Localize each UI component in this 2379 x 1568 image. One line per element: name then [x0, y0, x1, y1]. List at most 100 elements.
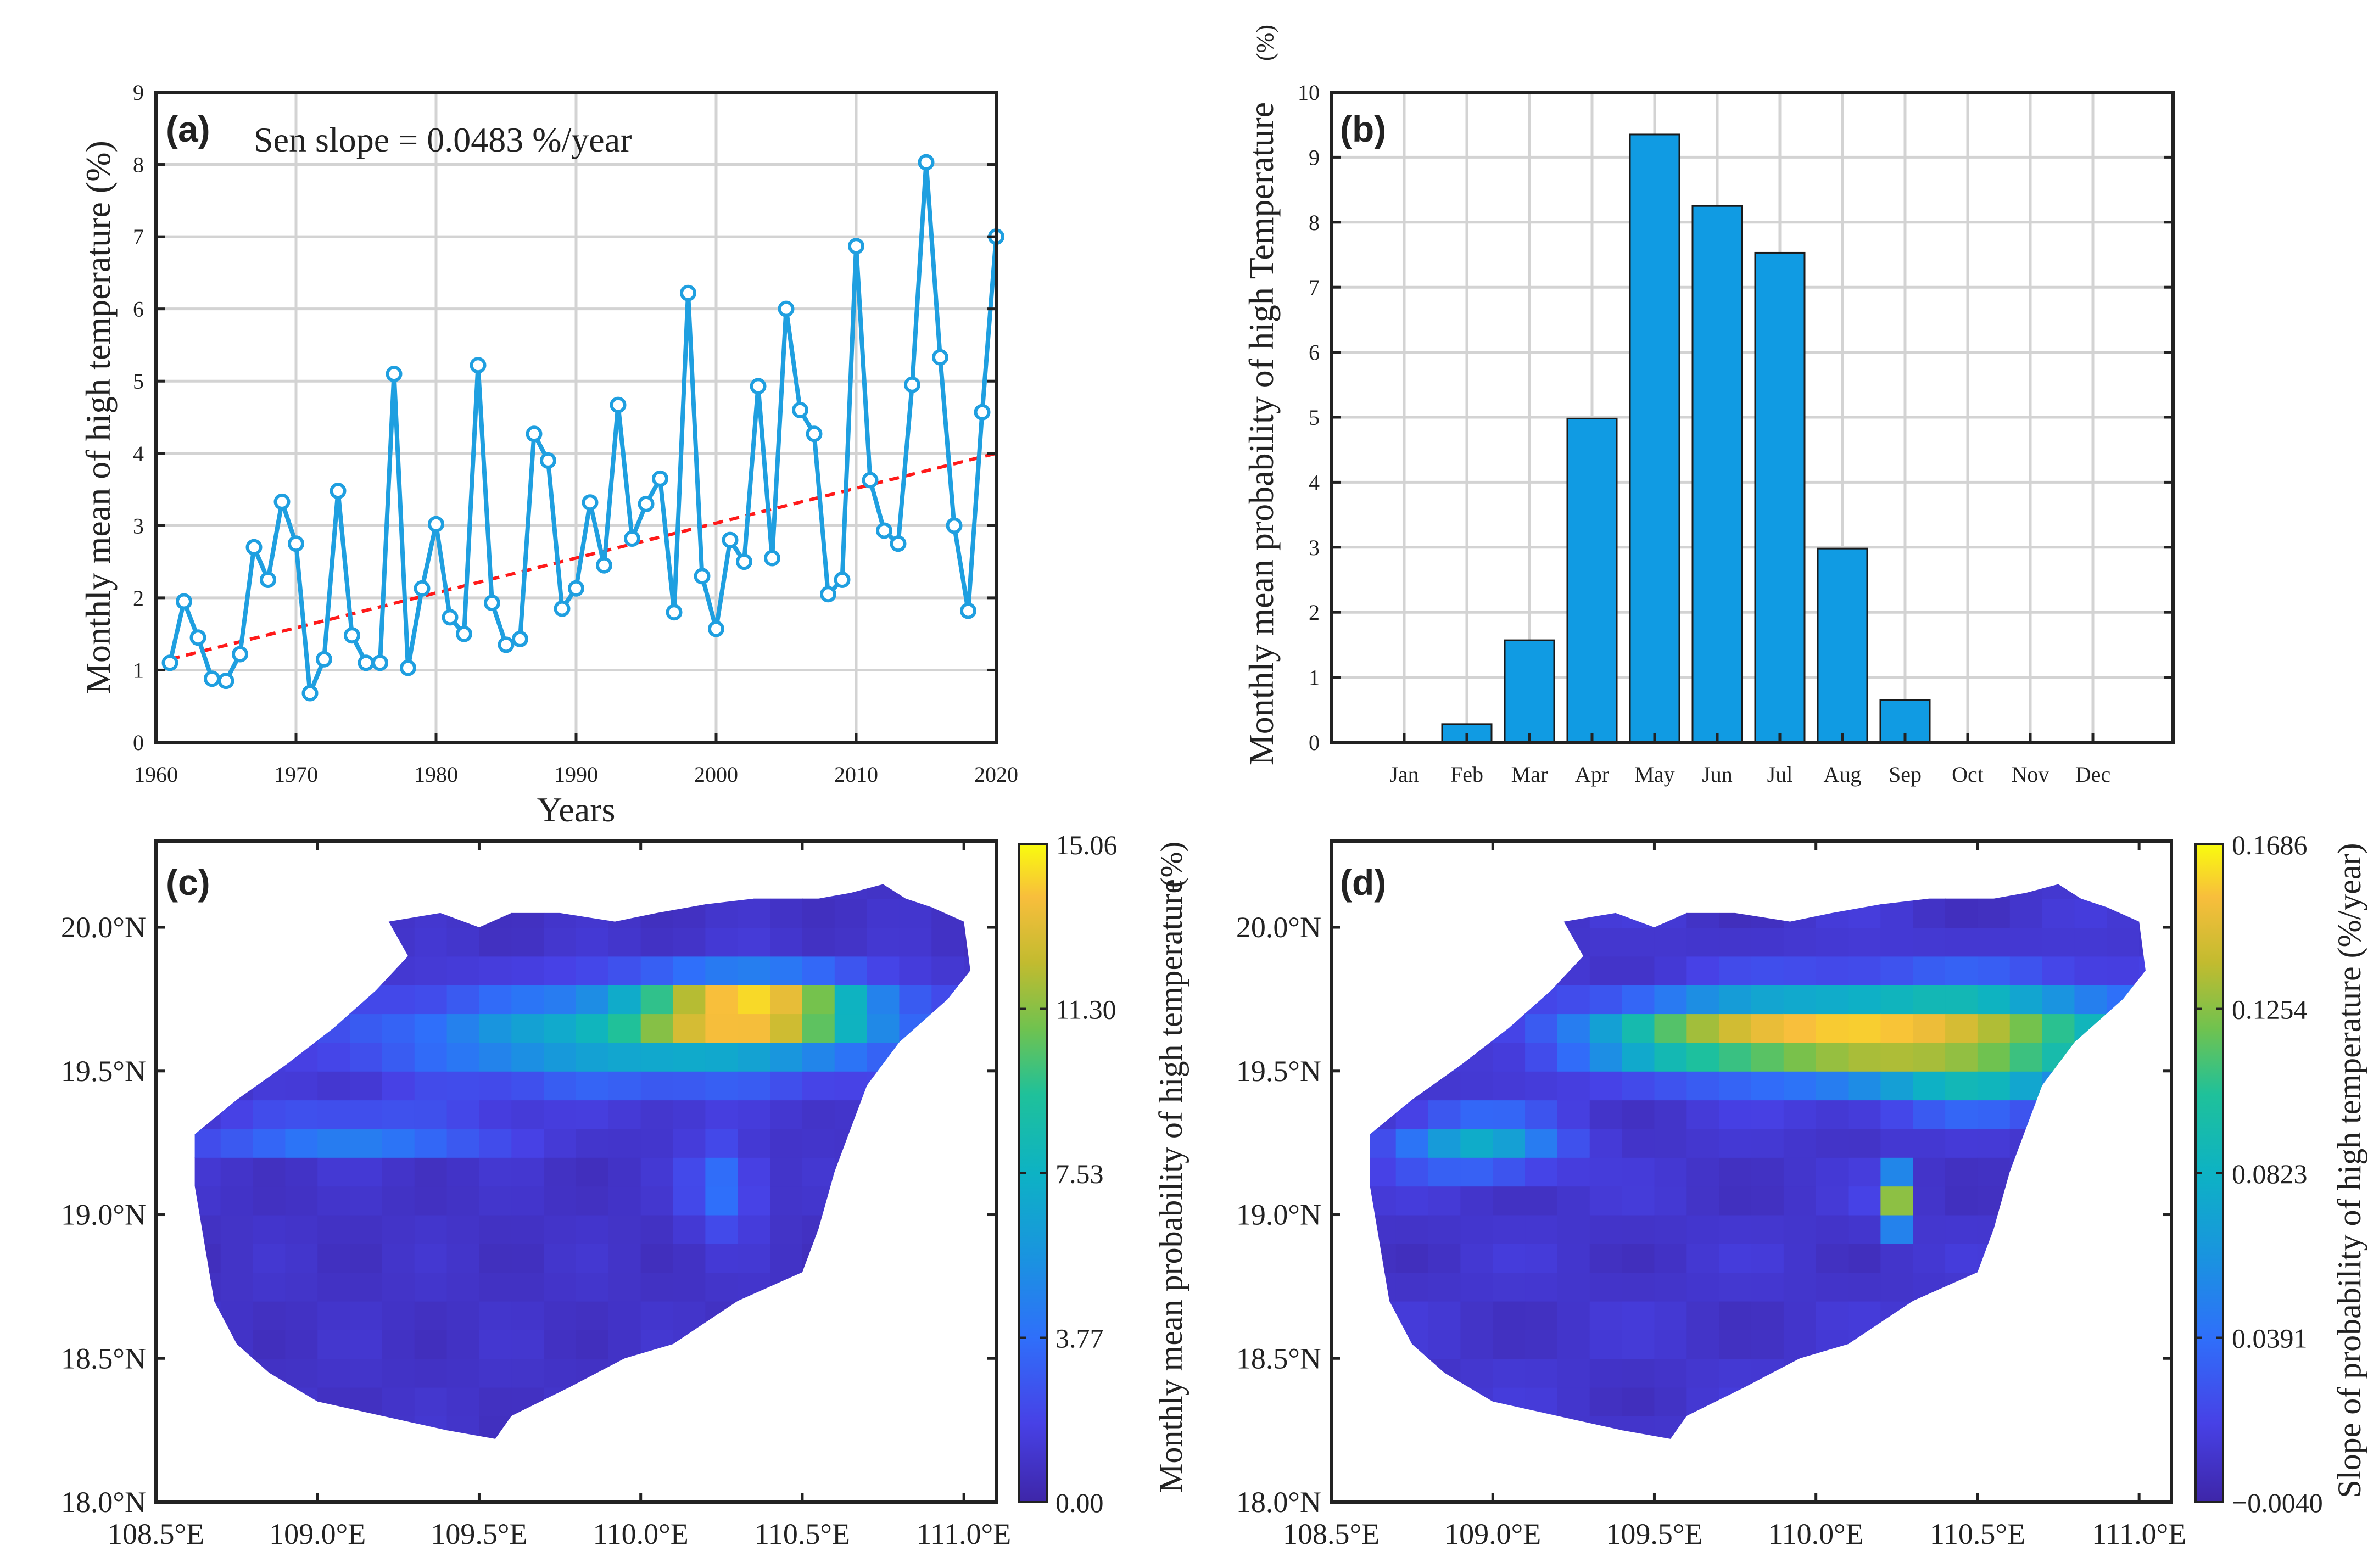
c-cell [317, 956, 351, 985]
d-cell [1945, 1128, 1978, 1158]
d-cell [1428, 1186, 1461, 1216]
d-cell [1913, 1415, 1946, 1439]
c-cell [414, 1128, 448, 1158]
c-cell [705, 884, 739, 899]
d-cell [2139, 1329, 2146, 1359]
d-cell [1493, 1415, 1526, 1439]
c-cell [899, 1301, 932, 1330]
c-cell [253, 1013, 286, 1043]
d-cell [1686, 1387, 1720, 1416]
c-cell [770, 984, 803, 1015]
panel-a-point [470, 357, 487, 374]
panel-a-point [918, 154, 935, 171]
c-cell [194, 1071, 221, 1101]
d-cell [1654, 1301, 1688, 1330]
d-cell [1816, 1387, 1849, 1416]
c-cell [194, 1186, 221, 1216]
c-cell [350, 1042, 383, 1072]
d-cell [1816, 898, 1849, 928]
c-cell [867, 1272, 900, 1302]
d-cell [1751, 1100, 1784, 1129]
d-cell [2139, 1042, 2146, 1072]
d-cell [1945, 1071, 1978, 1101]
panel-a-point [792, 401, 808, 418]
c-ytick-label: 18.5°N [61, 1342, 146, 1375]
d-cell [1848, 1387, 1881, 1416]
d-cell [1848, 884, 1881, 899]
c-cell [350, 1329, 383, 1359]
d-cell [1848, 1013, 1881, 1043]
c-cell [544, 1214, 577, 1244]
d-cell [1719, 1358, 1752, 1388]
c-cell [738, 1157, 771, 1187]
c-cell [220, 1214, 254, 1244]
d-cell [2074, 984, 2108, 1015]
d-cell [1589, 1272, 1623, 1302]
d-cell [1783, 1214, 1817, 1244]
c-cell [770, 1301, 803, 1330]
c-cell [802, 1186, 835, 1216]
c-cell [382, 898, 415, 928]
d-cell [2107, 1415, 2140, 1439]
d-cell [1525, 1387, 1558, 1416]
c-cell [899, 1157, 932, 1187]
c-cell [414, 1272, 448, 1302]
d-cell [1977, 1329, 2011, 1359]
d-cell [1525, 984, 1558, 1015]
c-cell [350, 884, 383, 899]
d-cell [1395, 1214, 1429, 1244]
c-cell [705, 1272, 739, 1302]
d-cell [1945, 1415, 1978, 1439]
panel-b-bar [1817, 547, 1868, 743]
d-cell [1493, 884, 1526, 899]
d-cell [1977, 1387, 2011, 1416]
d-cell [1589, 1157, 1623, 1187]
d-cell [1557, 1301, 1590, 1330]
c-cell [253, 956, 286, 985]
d-cell [1395, 1329, 1429, 1359]
c-cell [802, 1272, 835, 1302]
d-cell [2042, 1415, 2075, 1439]
d-cell [1428, 1387, 1461, 1416]
d-cell [1816, 1358, 1849, 1388]
panel-a-ytick-label: 9 [133, 80, 144, 105]
c-cell [253, 1128, 286, 1158]
c-cell [899, 1272, 932, 1302]
panel-a-point [442, 609, 459, 626]
d-cell [1719, 1329, 1752, 1359]
c-cell [285, 1243, 319, 1273]
d-cell [1848, 1071, 1881, 1101]
c-cell [414, 1243, 448, 1273]
d-cell [1370, 898, 1397, 928]
c-cell [382, 1214, 415, 1244]
d-cell [1945, 1272, 1978, 1302]
d-cell [1428, 1214, 1461, 1244]
c-cell [382, 956, 415, 985]
d-cell [1395, 1157, 1429, 1187]
d-cell [1751, 984, 1784, 1015]
c-cell [931, 1358, 965, 1388]
d-cell [1686, 1157, 1720, 1187]
d-cell [1719, 984, 1752, 1015]
d-cell [1686, 1100, 1720, 1129]
d-cell [1913, 1272, 1946, 1302]
d-cell [1945, 1042, 1978, 1072]
d-cell [1525, 1329, 1558, 1359]
d-cell [1493, 1157, 1526, 1187]
c-cell [640, 1042, 674, 1072]
c-cell [899, 984, 932, 1015]
d-cell [1751, 1272, 1784, 1302]
d-cell [1460, 984, 1494, 1015]
c-cell [511, 1013, 545, 1043]
c-cell [511, 884, 545, 899]
c-cell [317, 1329, 351, 1359]
panel-a-point [456, 625, 472, 642]
c-cell [220, 898, 254, 928]
d-cell [1622, 1186, 1655, 1216]
d-cell [1880, 1100, 1914, 1129]
d-cell [2009, 1013, 2043, 1043]
d-cell [1460, 1329, 1494, 1359]
c-cell [414, 984, 448, 1015]
c-cell [738, 1042, 771, 1072]
d-cell [1686, 1329, 1720, 1359]
